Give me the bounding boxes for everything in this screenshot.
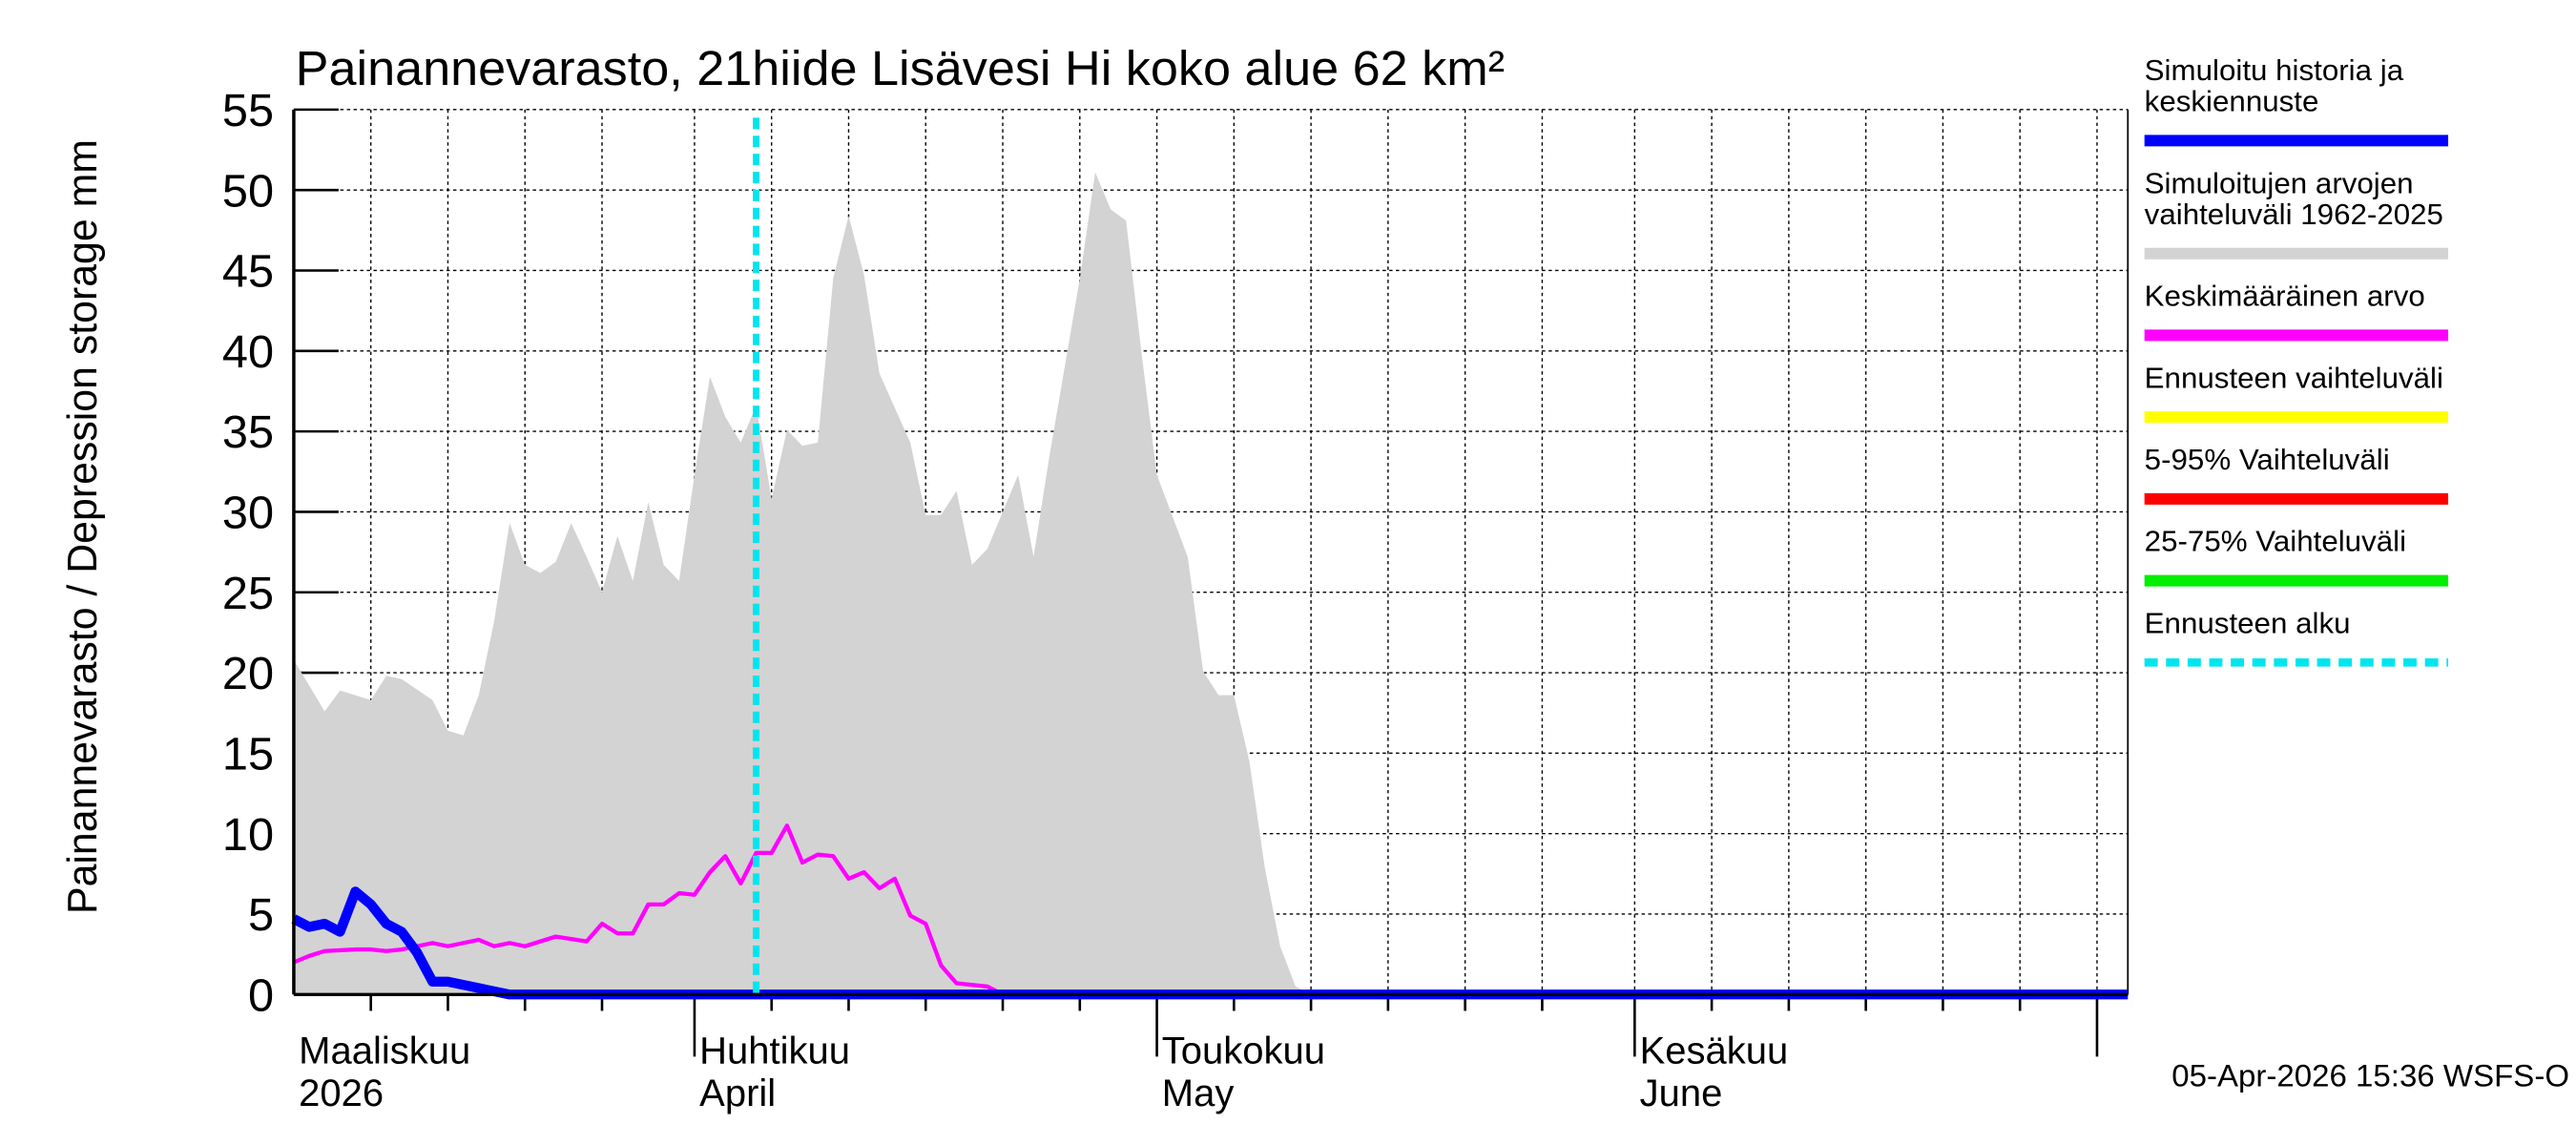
series-line: [291, 886, 2129, 1000]
range-area: [293, 172, 2129, 995]
y-tick-label: 35: [222, 407, 274, 459]
y-tick-label: 25: [222, 568, 274, 619]
y-tick-label: 5: [248, 889, 274, 941]
series-line: [293, 823, 2129, 997]
legend-label: 5-95% Vaihteluväli: [2145, 443, 2390, 476]
y-tick-label: 55: [222, 85, 274, 136]
legend-label: 25-75% Vaihteluväli: [2145, 525, 2406, 558]
x-tick-label: Toukokuu May: [1162, 1030, 1325, 1114]
x-tick-label: Huhtikuu April: [699, 1030, 850, 1114]
legend-label: Ennusteen vaihteluväli: [2145, 361, 2443, 394]
y-tick-label: 0: [248, 970, 274, 1022]
y-tick-label: 50: [222, 166, 274, 218]
y-tick-label: 15: [222, 729, 274, 781]
x-tick-label: Kesäkuu June: [1640, 1030, 1789, 1114]
y-tick-label: 20: [222, 648, 274, 699]
legend-label: Simuloitujen arvojen vaihteluväli 1962-20…: [2145, 166, 2443, 230]
legend-label: Ennusteen alku: [2145, 607, 2351, 640]
x-tick-label: Maaliskuu 2026: [299, 1030, 470, 1114]
y-tick-label: 30: [222, 488, 274, 539]
chart-title: Painannevarasto, 21hiide Lisävesi Hi kok…: [296, 40, 1505, 95]
legend-label: Simuloitu historia ja keskiennuste: [2145, 53, 2404, 117]
y-tick-label: 45: [222, 246, 274, 298]
y-tick-label: 10: [222, 809, 274, 861]
y-tick-label: 40: [222, 326, 274, 378]
y-axis-label: Painannevarasto / Depression storage mm: [60, 139, 106, 914]
footer: 05-Apr-2026 15:36 WSFS-O: [2171, 1058, 2569, 1093]
legend-label: Keskimääräinen arvo: [2145, 280, 2425, 313]
